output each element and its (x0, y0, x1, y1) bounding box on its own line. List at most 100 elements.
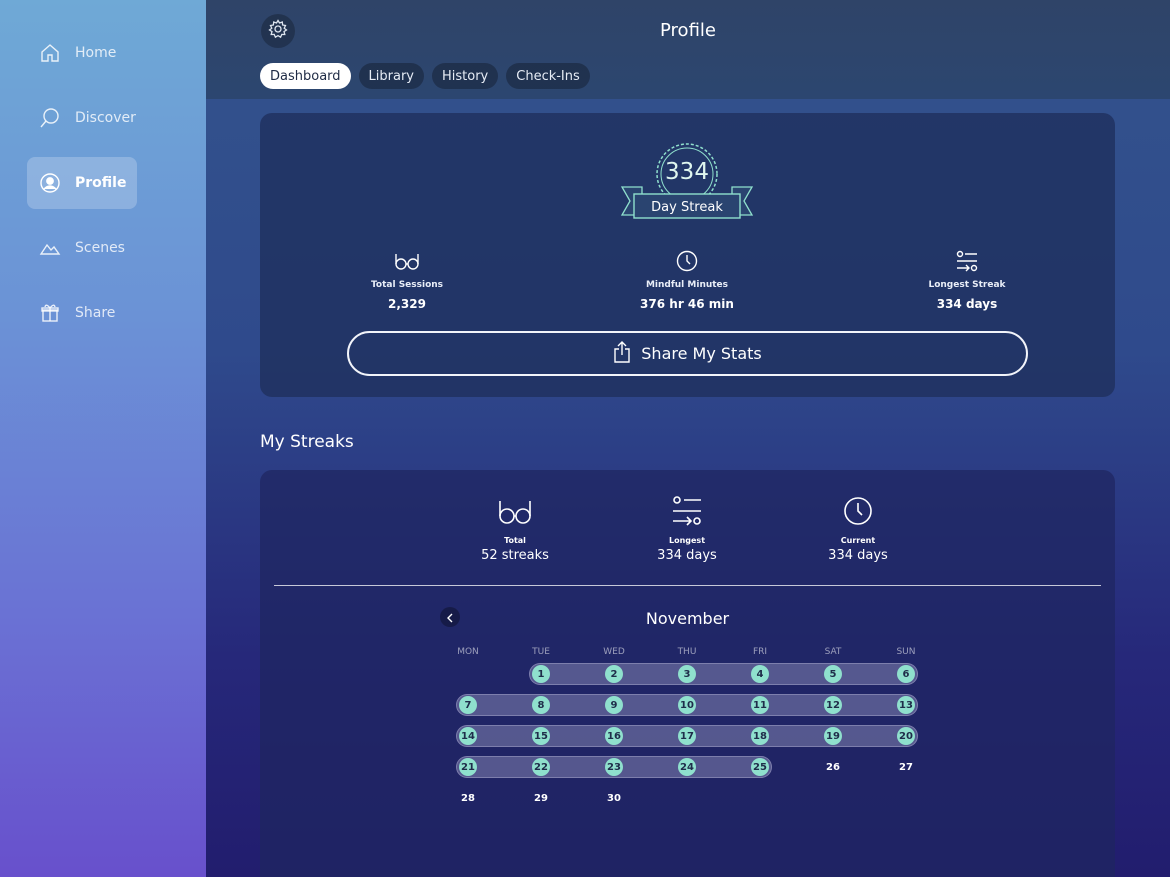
sidebar-item-label: Share (75, 305, 116, 321)
streak-stat-total: Total 52 streaks (455, 494, 575, 563)
calendar-day[interactable]: 6 (897, 665, 915, 683)
calendar-day[interactable]: 27 (899, 761, 913, 773)
clock-icon (798, 494, 918, 528)
weekday-label: TUE (532, 647, 550, 657)
calendar-day[interactable]: 28 (461, 792, 475, 804)
weekday-label: FRI (752, 647, 768, 657)
calendar-day[interactable]: 20 (897, 727, 915, 745)
streak-stat-label: Total (504, 536, 526, 545)
calendar-day[interactable]: 1 (532, 665, 550, 683)
share-icon (613, 340, 631, 367)
calendar-day[interactable]: 26 (826, 761, 840, 773)
weekday-label: MON (457, 647, 479, 657)
streak-stat-value: 334 days (657, 548, 717, 563)
calendar-day[interactable]: 30 (607, 792, 621, 804)
glasses-icon (455, 494, 575, 528)
previous-month-button[interactable] (440, 607, 460, 627)
calendar-day[interactable]: 11 (751, 696, 769, 714)
sidebar-item-home[interactable]: Home (27, 27, 137, 79)
profile-icon (39, 172, 61, 194)
sliders-icon (627, 494, 747, 528)
stat-longest-streak: Longest Streak 334 days (887, 248, 1047, 311)
streak-stat-label: Longest (668, 536, 706, 545)
calendar-day[interactable]: 14 (459, 727, 477, 745)
stat-label: Total Sessions (370, 280, 444, 290)
calendar-day[interactable]: 24 (678, 758, 696, 776)
calendar-day[interactable]: 19 (824, 727, 842, 745)
streak-bar (529, 663, 918, 685)
streak-stat-longest: Longest 334 days (627, 494, 747, 563)
streak-stat-value: 52 streaks (481, 548, 549, 563)
streak-stat-label: Current (840, 536, 876, 545)
weekday-label: WED (603, 647, 625, 657)
glasses-icon (327, 248, 487, 274)
calendar-day[interactable]: 9 (605, 696, 623, 714)
share-stats-button[interactable]: Share My Stats (347, 331, 1028, 376)
streak-label: Day Streak (651, 200, 723, 215)
sliders-icon (887, 248, 1047, 274)
calendar-day[interactable]: 8 (532, 696, 550, 714)
page-title: Profile (660, 20, 716, 41)
calendar-day[interactable]: 2 (605, 665, 623, 683)
calendar-day[interactable]: 18 (751, 727, 769, 745)
streak-badge: 334 Day Streak (620, 141, 754, 221)
tab-check-ins[interactable]: Check-Ins (506, 63, 590, 89)
stat-value: 2,329 (388, 297, 426, 311)
calendar-day[interactable]: 17 (678, 727, 696, 745)
settings-button[interactable] (261, 14, 295, 48)
sidebar-item-label: Discover (75, 110, 136, 126)
calendar-day[interactable]: 12 (824, 696, 842, 714)
calendar-day[interactable]: 16 (605, 727, 623, 745)
sidebar-item-label: Home (75, 45, 117, 61)
stat-total-sessions: Total Sessions 2,329 (327, 248, 487, 311)
calendar-day[interactable]: 3 (678, 665, 696, 683)
sidebar: Home Discover Profile Scenes Share (0, 0, 206, 877)
section-title: My Streaks (260, 432, 354, 452)
calendar-day[interactable]: 15 (532, 727, 550, 745)
streak-stat-current: Current 334 days (798, 494, 918, 563)
stat-value: 334 days (936, 297, 998, 311)
weekday-label: THU (677, 647, 697, 657)
badge-ribbon-icon (620, 143, 754, 219)
sidebar-item-discover[interactable]: Discover (27, 92, 137, 144)
calendar-day[interactable]: 7 (459, 696, 477, 714)
divider (274, 585, 1101, 586)
calendar-month: November (645, 609, 730, 628)
sidebar-item-scenes[interactable]: Scenes (27, 222, 137, 274)
streak-stat-value: 334 days (828, 548, 888, 563)
stat-value: 376 hr 46 min (640, 297, 734, 311)
tab-dashboard[interactable]: Dashboard (260, 63, 351, 89)
weekday-label: SUN (896, 647, 916, 657)
search-icon (39, 107, 61, 129)
calendar-day[interactable]: 22 (532, 758, 550, 776)
gift-icon (39, 302, 61, 324)
stat-label: Longest Streak (928, 280, 1006, 290)
main-content: Profile Dashboard Library History Check-… (206, 0, 1170, 877)
dashboard-card: 334 Day Streak Total Sessions 2,329 Mind… (260, 113, 1115, 397)
calendar-day[interactable]: 29 (534, 792, 548, 804)
sidebar-item-label: Profile (75, 175, 127, 191)
sidebar-item-label: Scenes (75, 240, 125, 256)
calendar-day[interactable]: 13 (897, 696, 915, 714)
calendar-day[interactable]: 10 (678, 696, 696, 714)
clock-icon (607, 248, 767, 274)
calendar-day[interactable]: 21 (459, 758, 477, 776)
weekday-label: SAT (824, 647, 842, 657)
tab-history[interactable]: History (432, 63, 499, 89)
calendar-day[interactable]: 25 (751, 758, 769, 776)
calendar-day[interactable]: 23 (605, 758, 623, 776)
tab-bar: Dashboard Library History Check-Ins (260, 63, 590, 89)
streaks-card: Total 52 streaks Longest 334 days Curren… (260, 470, 1115, 877)
calendar-day[interactable]: 4 (751, 665, 769, 683)
home-icon (39, 42, 61, 64)
streak-count: 334 (665, 159, 709, 185)
share-stats-label: Share My Stats (641, 344, 762, 363)
sidebar-item-profile[interactable]: Profile (27, 157, 137, 209)
sidebar-item-share[interactable]: Share (27, 287, 137, 339)
calendar-day[interactable]: 5 (824, 665, 842, 683)
stat-mindful-minutes: Mindful Minutes 376 hr 46 min (607, 248, 767, 311)
header: Profile Dashboard Library History Check-… (206, 0, 1170, 99)
gear-icon (268, 19, 288, 43)
mountain-icon (39, 237, 61, 259)
tab-library[interactable]: Library (358, 63, 424, 89)
